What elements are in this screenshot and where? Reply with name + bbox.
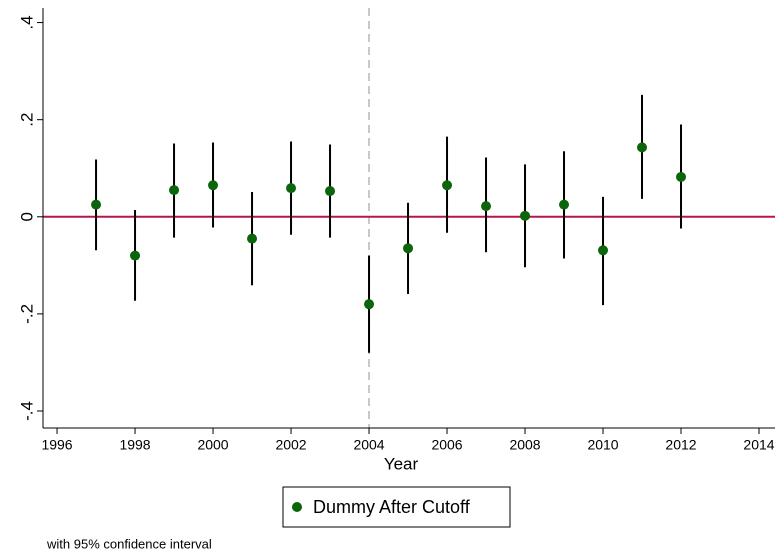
x-tick-label: 2010 [587,437,618,453]
point [676,171,687,182]
point [598,245,609,256]
y-tick-label: .4 [17,15,36,29]
point [403,243,414,254]
x-tick-label: 2008 [509,437,540,453]
point [247,233,258,244]
legend-marker [292,502,302,512]
y-tick-label: 0 [17,212,36,221]
point [91,199,102,210]
x-tick-label: 2004 [353,437,384,453]
x-tick-label: 2006 [431,437,462,453]
legend-box [282,486,511,528]
legend-label: Dummy After Cutoff [313,497,471,517]
x-tick-label: 2000 [197,437,228,453]
point [364,299,375,310]
point [325,186,336,197]
point [169,185,180,196]
y-tick-label: -.2 [17,304,36,324]
point [481,201,492,212]
note: with 95% confidence interval [46,536,212,551]
y-tick-label: -.4 [17,401,36,421]
point [520,210,531,221]
x-tick-label: 1998 [119,437,150,453]
point [637,142,648,153]
point [208,180,219,191]
x-axis-title: Year [384,454,419,473]
x-tick-label: 2012 [665,437,696,453]
point [559,199,570,210]
y-tick-label: .2 [17,113,36,127]
x-tick-label: 1996 [41,437,72,453]
x-tick-label: 2014 [743,437,774,453]
x-tick-label: 2002 [275,437,306,453]
point [130,250,141,261]
point [442,180,453,191]
point [286,183,297,194]
